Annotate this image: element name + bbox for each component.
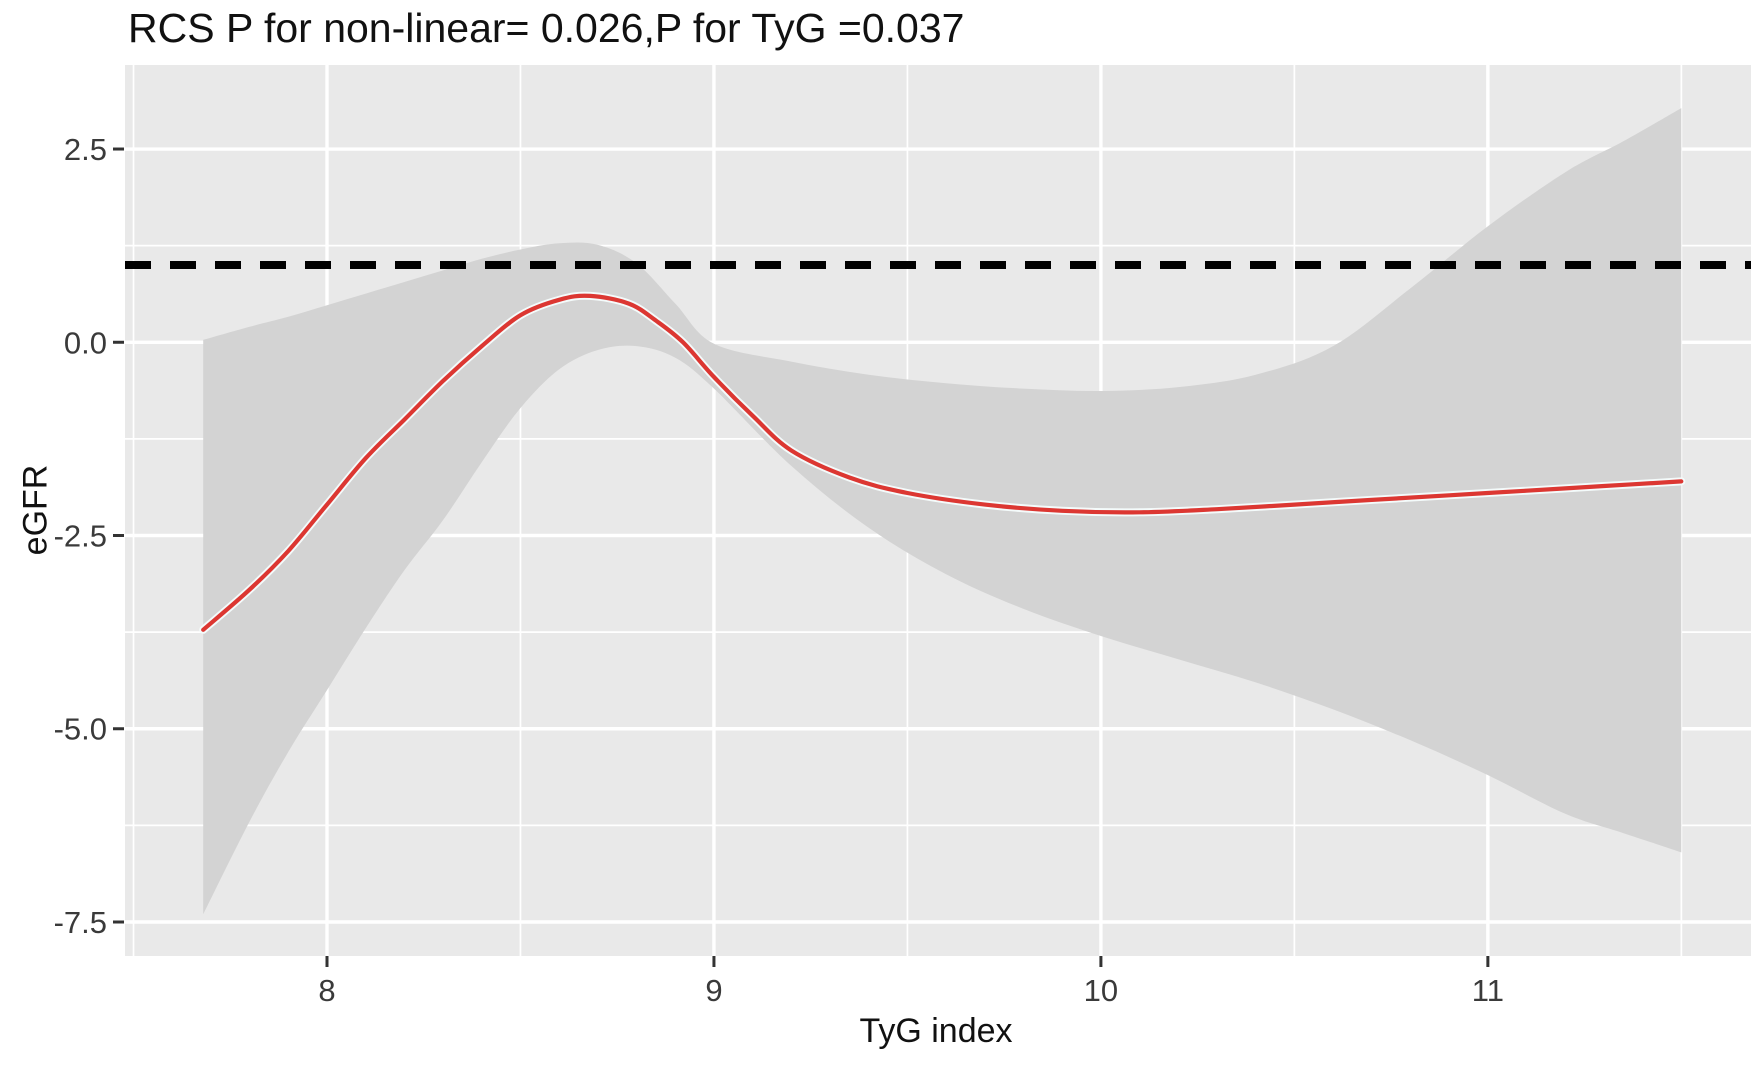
plot-title: RCS P for non-linear= 0.026,P for TyG =0… [128,5,965,51]
svg-text:-7.5: -7.5 [54,905,107,940]
spline-curve [201,293,1684,632]
svg-text:0.0: 0.0 [64,325,107,360]
x-axis-title: TyG index [859,1012,1013,1050]
confidence-band [203,108,1682,915]
svg-text:8: 8 [318,973,335,1008]
svg-text:-5.0: -5.0 [54,712,107,747]
svg-text:9: 9 [705,973,722,1008]
svg-text:11: 11 [1472,973,1504,1008]
svg-text:2.5: 2.5 [64,132,107,167]
x-tick-labels: 8 9 10 11 [318,973,1504,1008]
y-tick-labels: 2.5 0.0 -2.5 -5.0 -7.5 [54,132,107,940]
axis-tick-marks [113,147,1490,967]
svg-text:-2.5: -2.5 [54,519,107,554]
svg-text:10: 10 [1084,973,1118,1008]
